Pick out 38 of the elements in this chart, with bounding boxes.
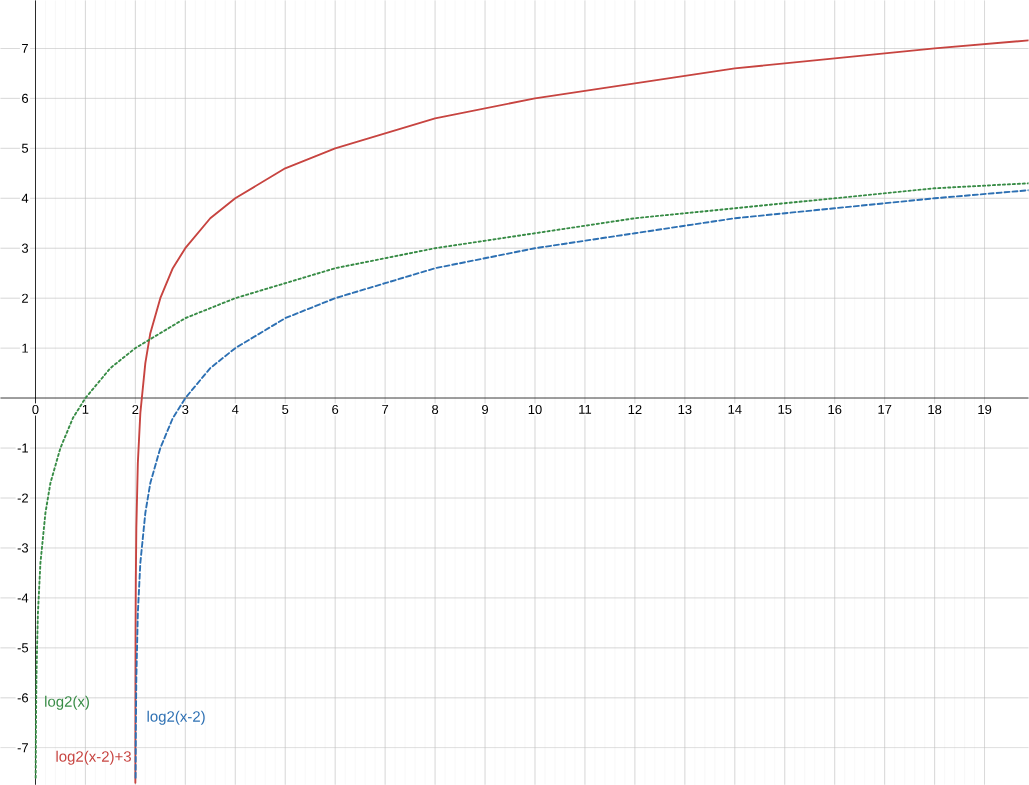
x-tick-label: 3	[182, 404, 189, 414]
y-tick-label: 1	[22, 343, 28, 353]
x-tick-label: 11	[579, 404, 592, 414]
x-tick-label: 0	[32, 404, 39, 414]
y-tick-label: -4	[17, 593, 29, 603]
x-tick-label: 1	[82, 404, 89, 414]
y-tick-label: -7	[17, 743, 28, 753]
x-tick-label: 7	[382, 404, 389, 414]
y-tick-label: 3	[21, 243, 29, 253]
x-tick-label: 10	[528, 404, 542, 414]
y-tick-label: -1	[17, 443, 28, 453]
y-tick-label: -3	[17, 543, 29, 553]
x-tick-label: 6	[332, 404, 339, 414]
y-tick-label: -5	[17, 643, 29, 653]
x-tick-label: 9	[482, 404, 489, 414]
x-tick-label: 13	[678, 404, 692, 414]
series-label: log2(x)	[45, 695, 89, 710]
x-tick-label: 16	[828, 404, 842, 414]
y-tick-label: -2	[17, 493, 28, 503]
y-tick-label: -6	[17, 693, 29, 703]
x-tick-label: 19	[978, 404, 992, 414]
x-tick-label: 14	[728, 404, 742, 414]
x-tick-label: 15	[778, 404, 792, 414]
y-tick-label: 5	[21, 143, 29, 153]
x-tick-label: 12	[628, 404, 642, 414]
y-tick-label: 4	[21, 193, 29, 203]
series-label: log2(x-2)+3	[56, 750, 131, 765]
y-tick-label: 2	[22, 293, 28, 303]
x-tick-label: 5	[282, 404, 289, 414]
series-label: log2(x-2)	[147, 710, 205, 725]
y-tick-label: 6	[22, 93, 29, 103]
line-series	[134, 39, 1029, 784]
y-tick-label: 7	[22, 43, 28, 53]
x-tick-label: 17	[878, 404, 892, 414]
x-tick-label: 4	[231, 404, 239, 414]
x-tick-label: 18	[928, 404, 942, 414]
x-tick-label: 8	[432, 404, 439, 414]
x-tick-label: 2	[132, 404, 139, 414]
